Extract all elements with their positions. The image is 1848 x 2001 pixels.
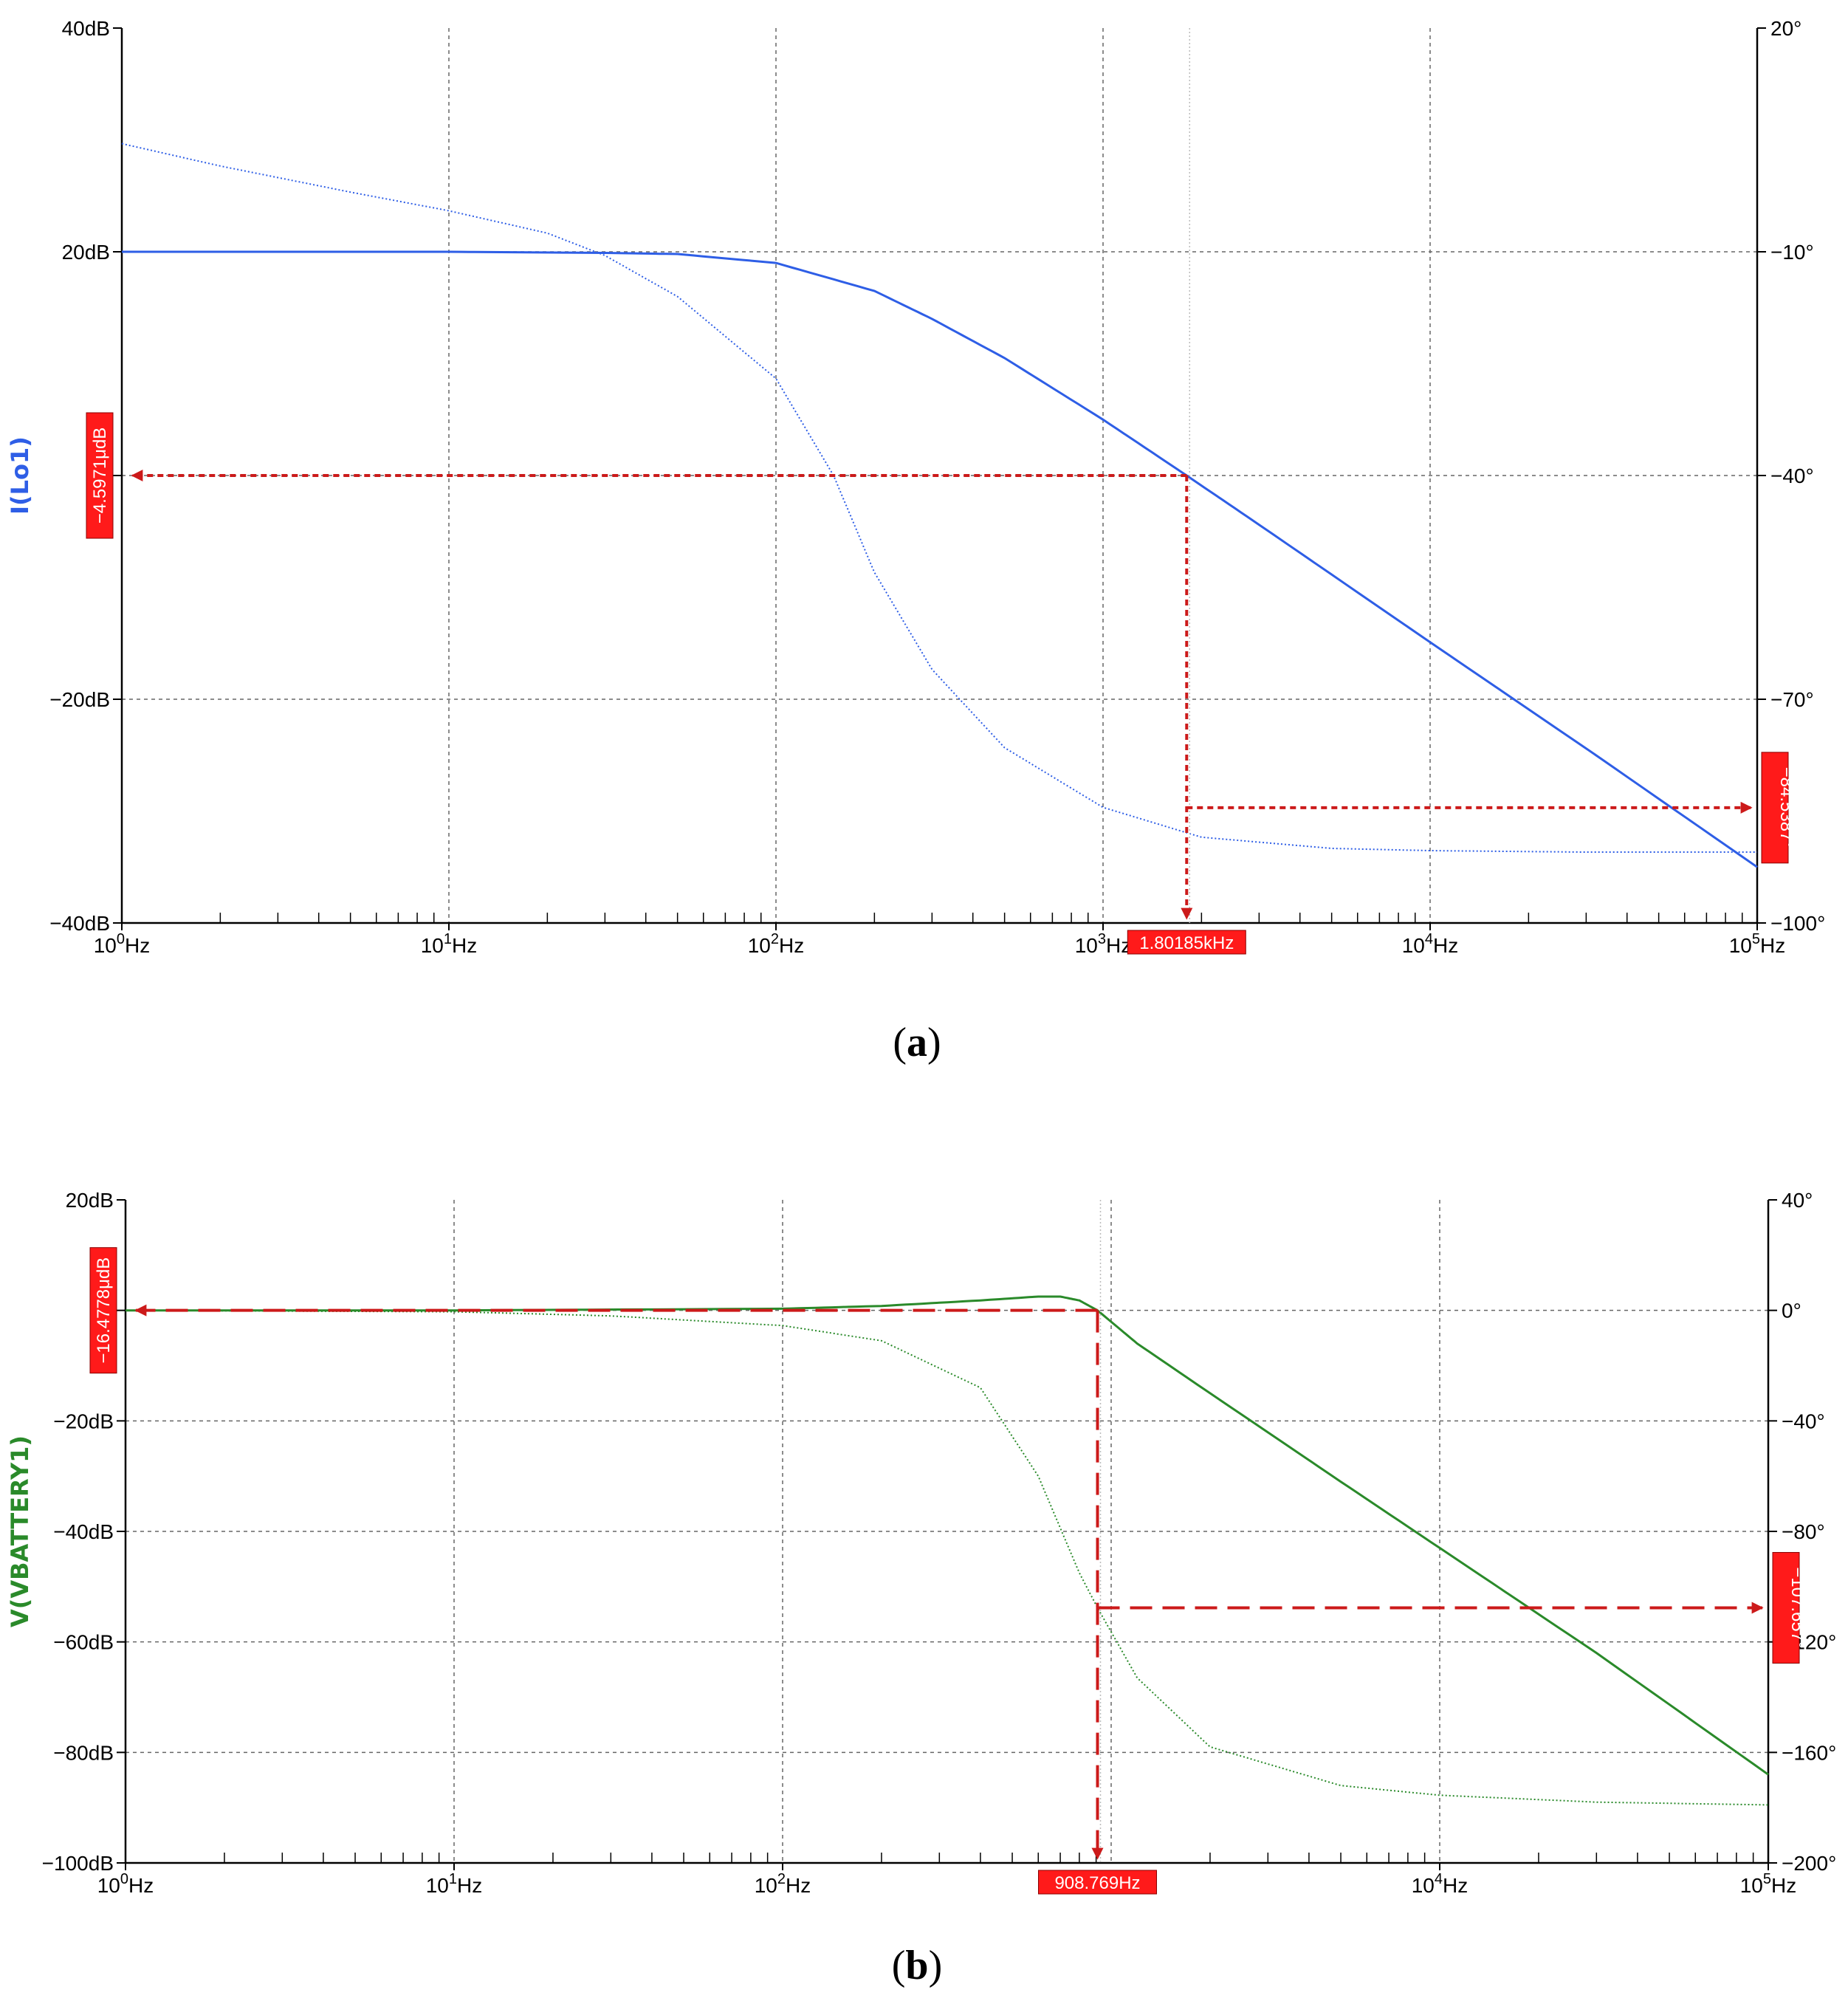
cursor-left-label-bg	[89, 1247, 117, 1374]
panel-a-chart: −40dB−20dB020dB40dB−100°−70°−40°−10°20°1…	[6, 17, 1825, 957]
y2-tick-label: −40°	[1782, 1410, 1825, 1432]
y-axis-title: I(Lo1)	[6, 436, 34, 515]
cursor-x-label-bg	[1127, 930, 1246, 955]
x-tick-label: 104Hz	[1412, 1871, 1469, 1897]
y2-tick-label: −200°	[1782, 1852, 1836, 1875]
x-tick-label: 100Hz	[97, 1871, 154, 1897]
x-tick-label: 105Hz	[1729, 931, 1786, 957]
y-tick-label: 20dB	[62, 241, 110, 264]
y-tick-label: −80dB	[53, 1741, 114, 1764]
y-tick-label: 20dB	[66, 1189, 114, 1212]
cursor-right-label: −107.657°	[1787, 1567, 1807, 1648]
cursor-x-label-bg	[1038, 1870, 1158, 1895]
y2-tick-label: −70°	[1770, 688, 1814, 711]
y-tick-label: −40dB	[49, 912, 110, 935]
cursor-left-label-bg	[86, 412, 114, 539]
y-tick-label: −60dB	[53, 1631, 114, 1654]
y-tick-label: −20dB	[53, 1410, 114, 1432]
x-tick-label: 101Hz	[421, 931, 478, 957]
y-tick-label: −40dB	[53, 1520, 114, 1543]
y2-tick-label: −40°	[1770, 464, 1814, 487]
x-tick-label: 101Hz	[426, 1871, 483, 1897]
caption-b: (b)	[892, 1943, 942, 1988]
caption-a: (a)	[893, 1020, 941, 1065]
x-tick-label: 104Hz	[1402, 931, 1459, 957]
cursor-left-label: −16.4778μdB	[94, 1257, 114, 1364]
cursor-right-label-bg	[1761, 752, 1789, 864]
x-tick-label: 102Hz	[748, 931, 805, 957]
y-tick-label: −100dB	[42, 1852, 114, 1875]
x-tick-label: 105Hz	[1740, 1871, 1797, 1897]
phase-series-line	[121, 143, 1757, 853]
magnitude-series-line	[122, 250, 1758, 868]
cursor-x-label: 1.80185kHz	[1139, 933, 1234, 953]
phase-series-line	[125, 1309, 1769, 1806]
cursor-x-label: 908.769Hz	[1054, 1873, 1140, 1893]
y-tick-label: 40dB	[62, 17, 110, 40]
magnitude-series-line	[126, 1295, 1769, 1776]
y-tick-label: −20dB	[49, 688, 110, 711]
cursor-left-label: −4.5971μdB	[90, 428, 110, 524]
cursor-right-label-bg	[1772, 1551, 1800, 1664]
y2-tick-label: 20°	[1770, 17, 1801, 40]
panel-b-chart: −100dB−80dB−60dB−40dB−20dB020dB−200°−160…	[6, 1189, 1836, 1897]
y2-tick-label: −10°	[1770, 241, 1814, 264]
y-axis-title: V(VBATTERY1)	[6, 1435, 34, 1627]
y2-tick-label: −80°	[1782, 1520, 1825, 1543]
y2-tick-label: −100°	[1770, 912, 1825, 935]
x-tick-label: 100Hz	[94, 931, 151, 957]
y2-tick-label: 0°	[1782, 1300, 1801, 1322]
cursor-right-label: −84.5387°	[1776, 767, 1796, 848]
x-tick-label: 103Hz	[1075, 931, 1132, 957]
y2-tick-label: −160°	[1782, 1741, 1836, 1764]
x-tick-label: 102Hz	[755, 1871, 811, 1897]
y2-tick-label: 40°	[1782, 1189, 1813, 1212]
